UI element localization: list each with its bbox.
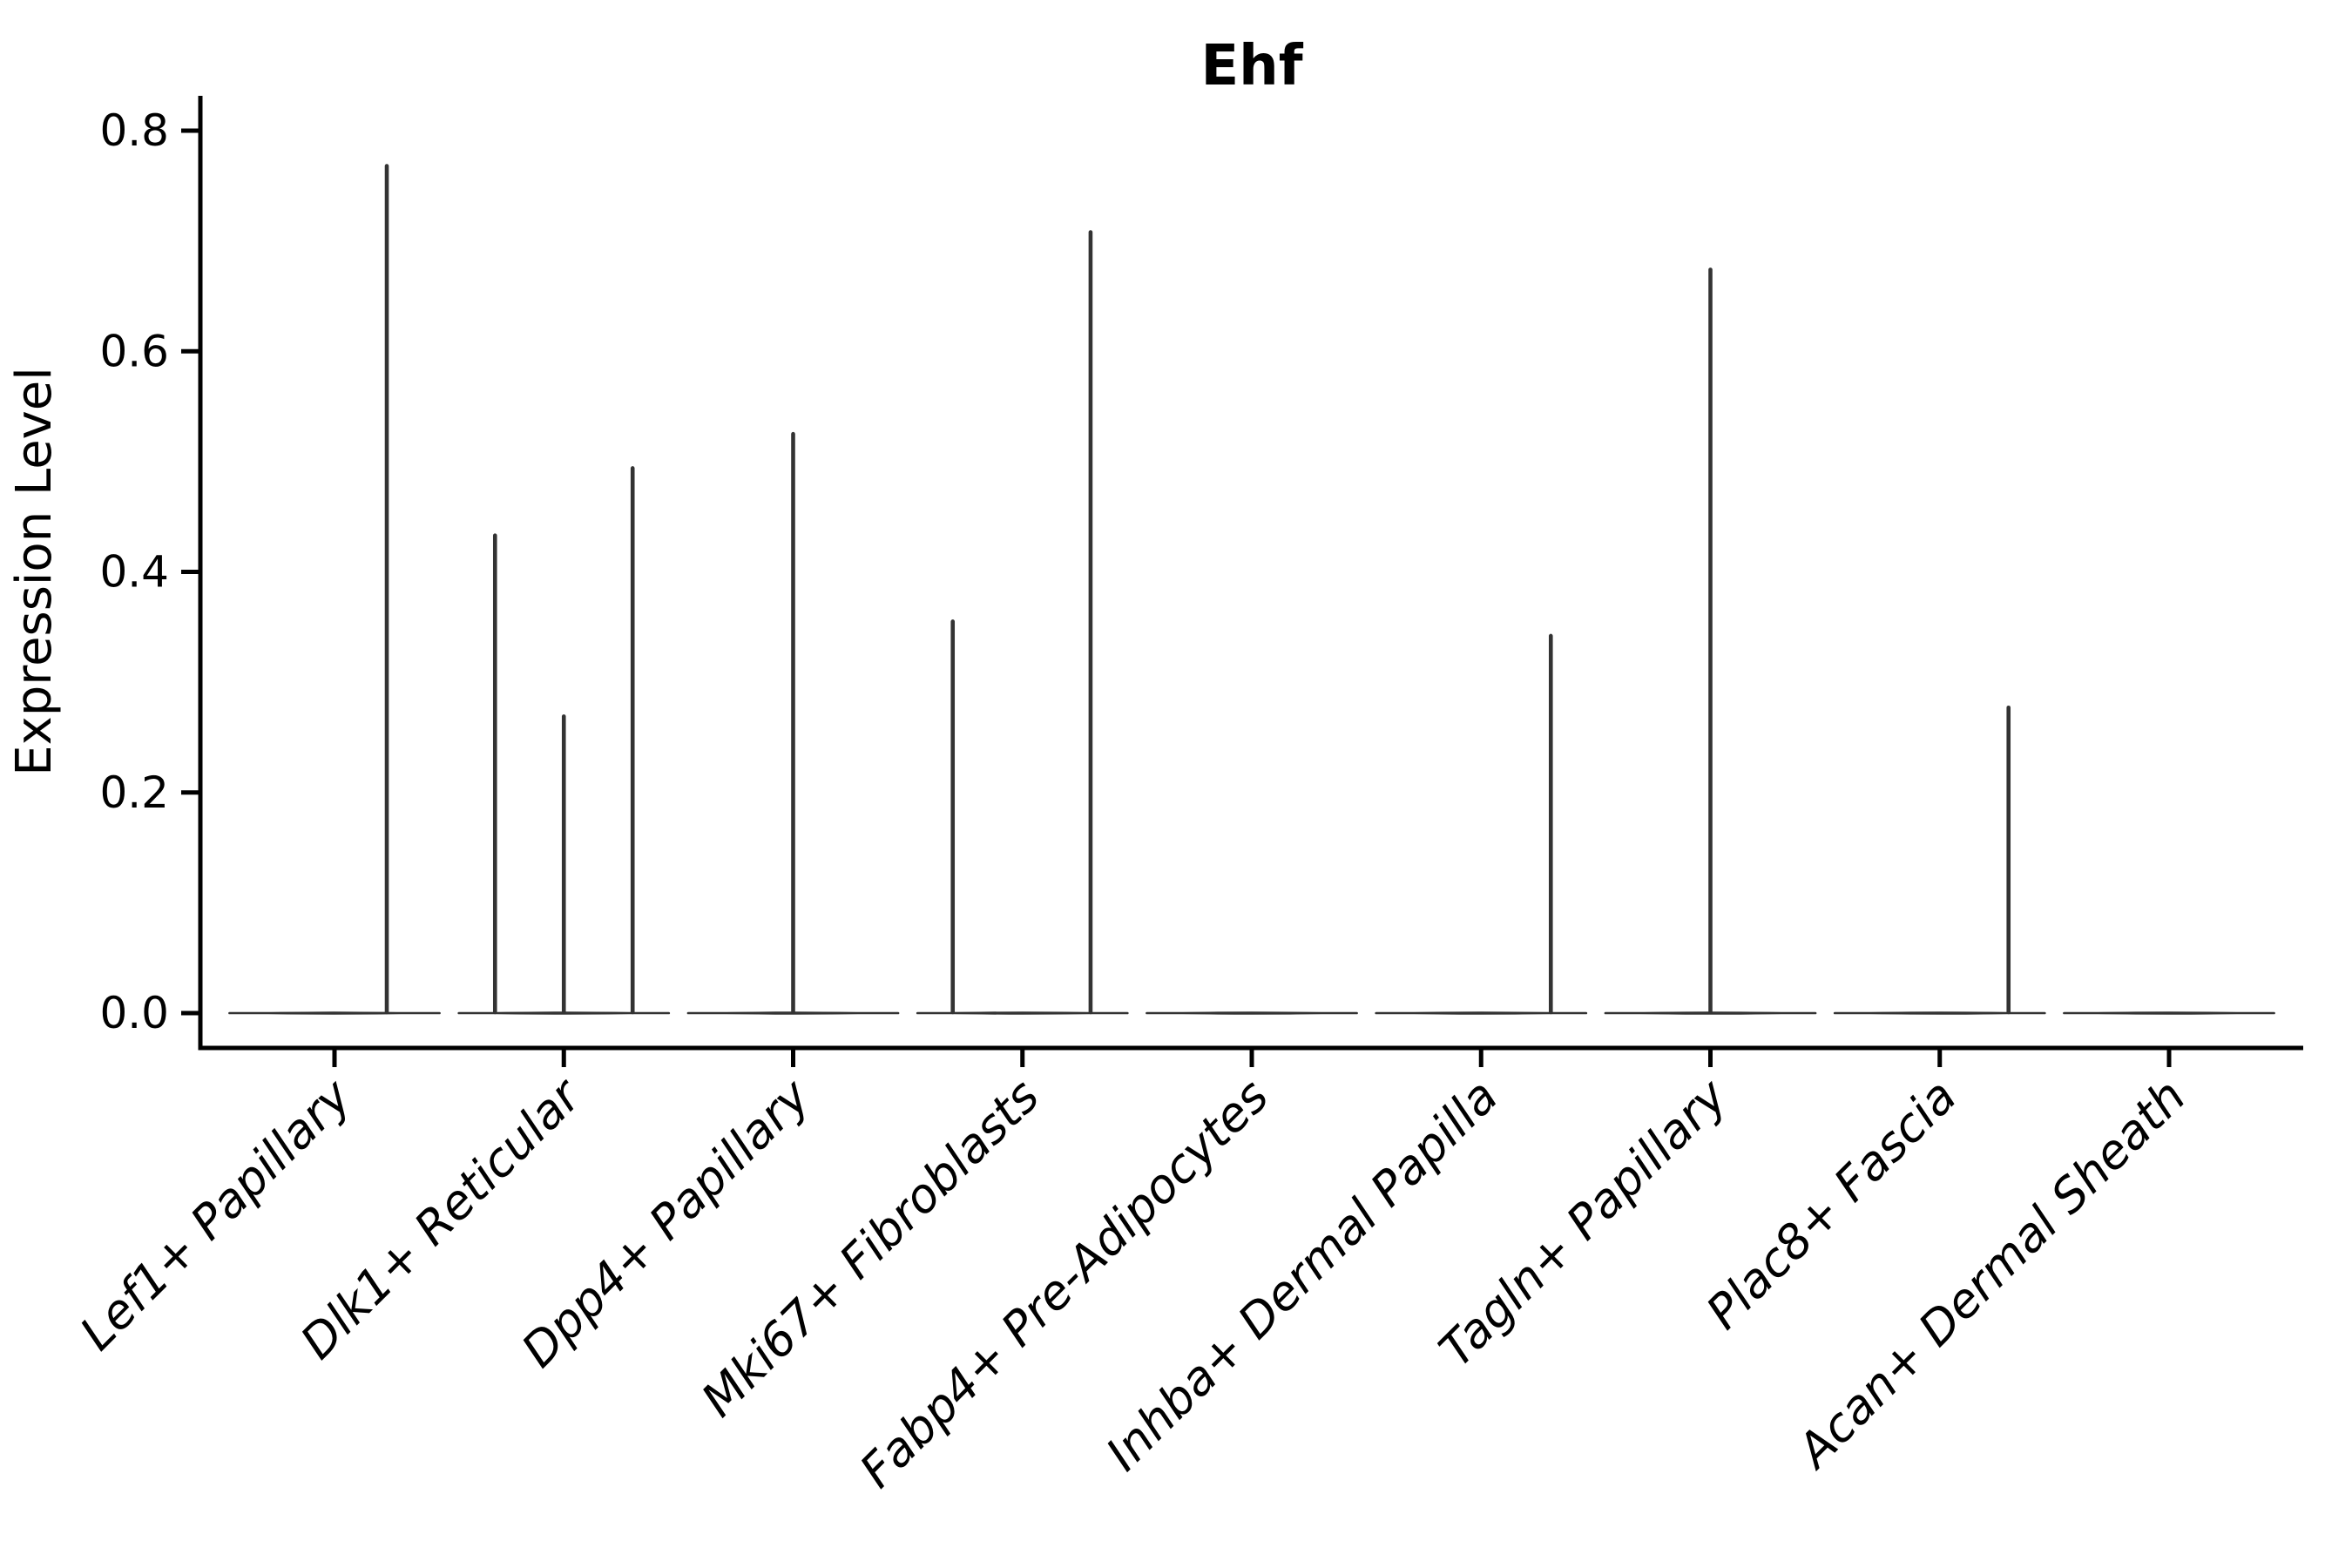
y-tick-label: 0.0 <box>99 988 169 1038</box>
chart-title: Ehf <box>1200 34 1303 98</box>
y-tick-label: 0.2 <box>99 767 169 818</box>
violin-layer <box>228 164 2275 1015</box>
y-tick-label: 0.6 <box>99 326 169 376</box>
x-tick-label: Acan+ Dermal Sheath <box>1785 1069 2196 1480</box>
x-tick-label: Inhba+ Dermal Papilla <box>1096 1069 1509 1482</box>
y-axis-title: Expression Level <box>6 367 63 776</box>
x-tick-label: Fabp4+ Pre-Adipocytes <box>849 1069 1279 1498</box>
y-tick-label: 0.4 <box>99 547 169 598</box>
y-tick-label: 0.8 <box>99 105 169 156</box>
